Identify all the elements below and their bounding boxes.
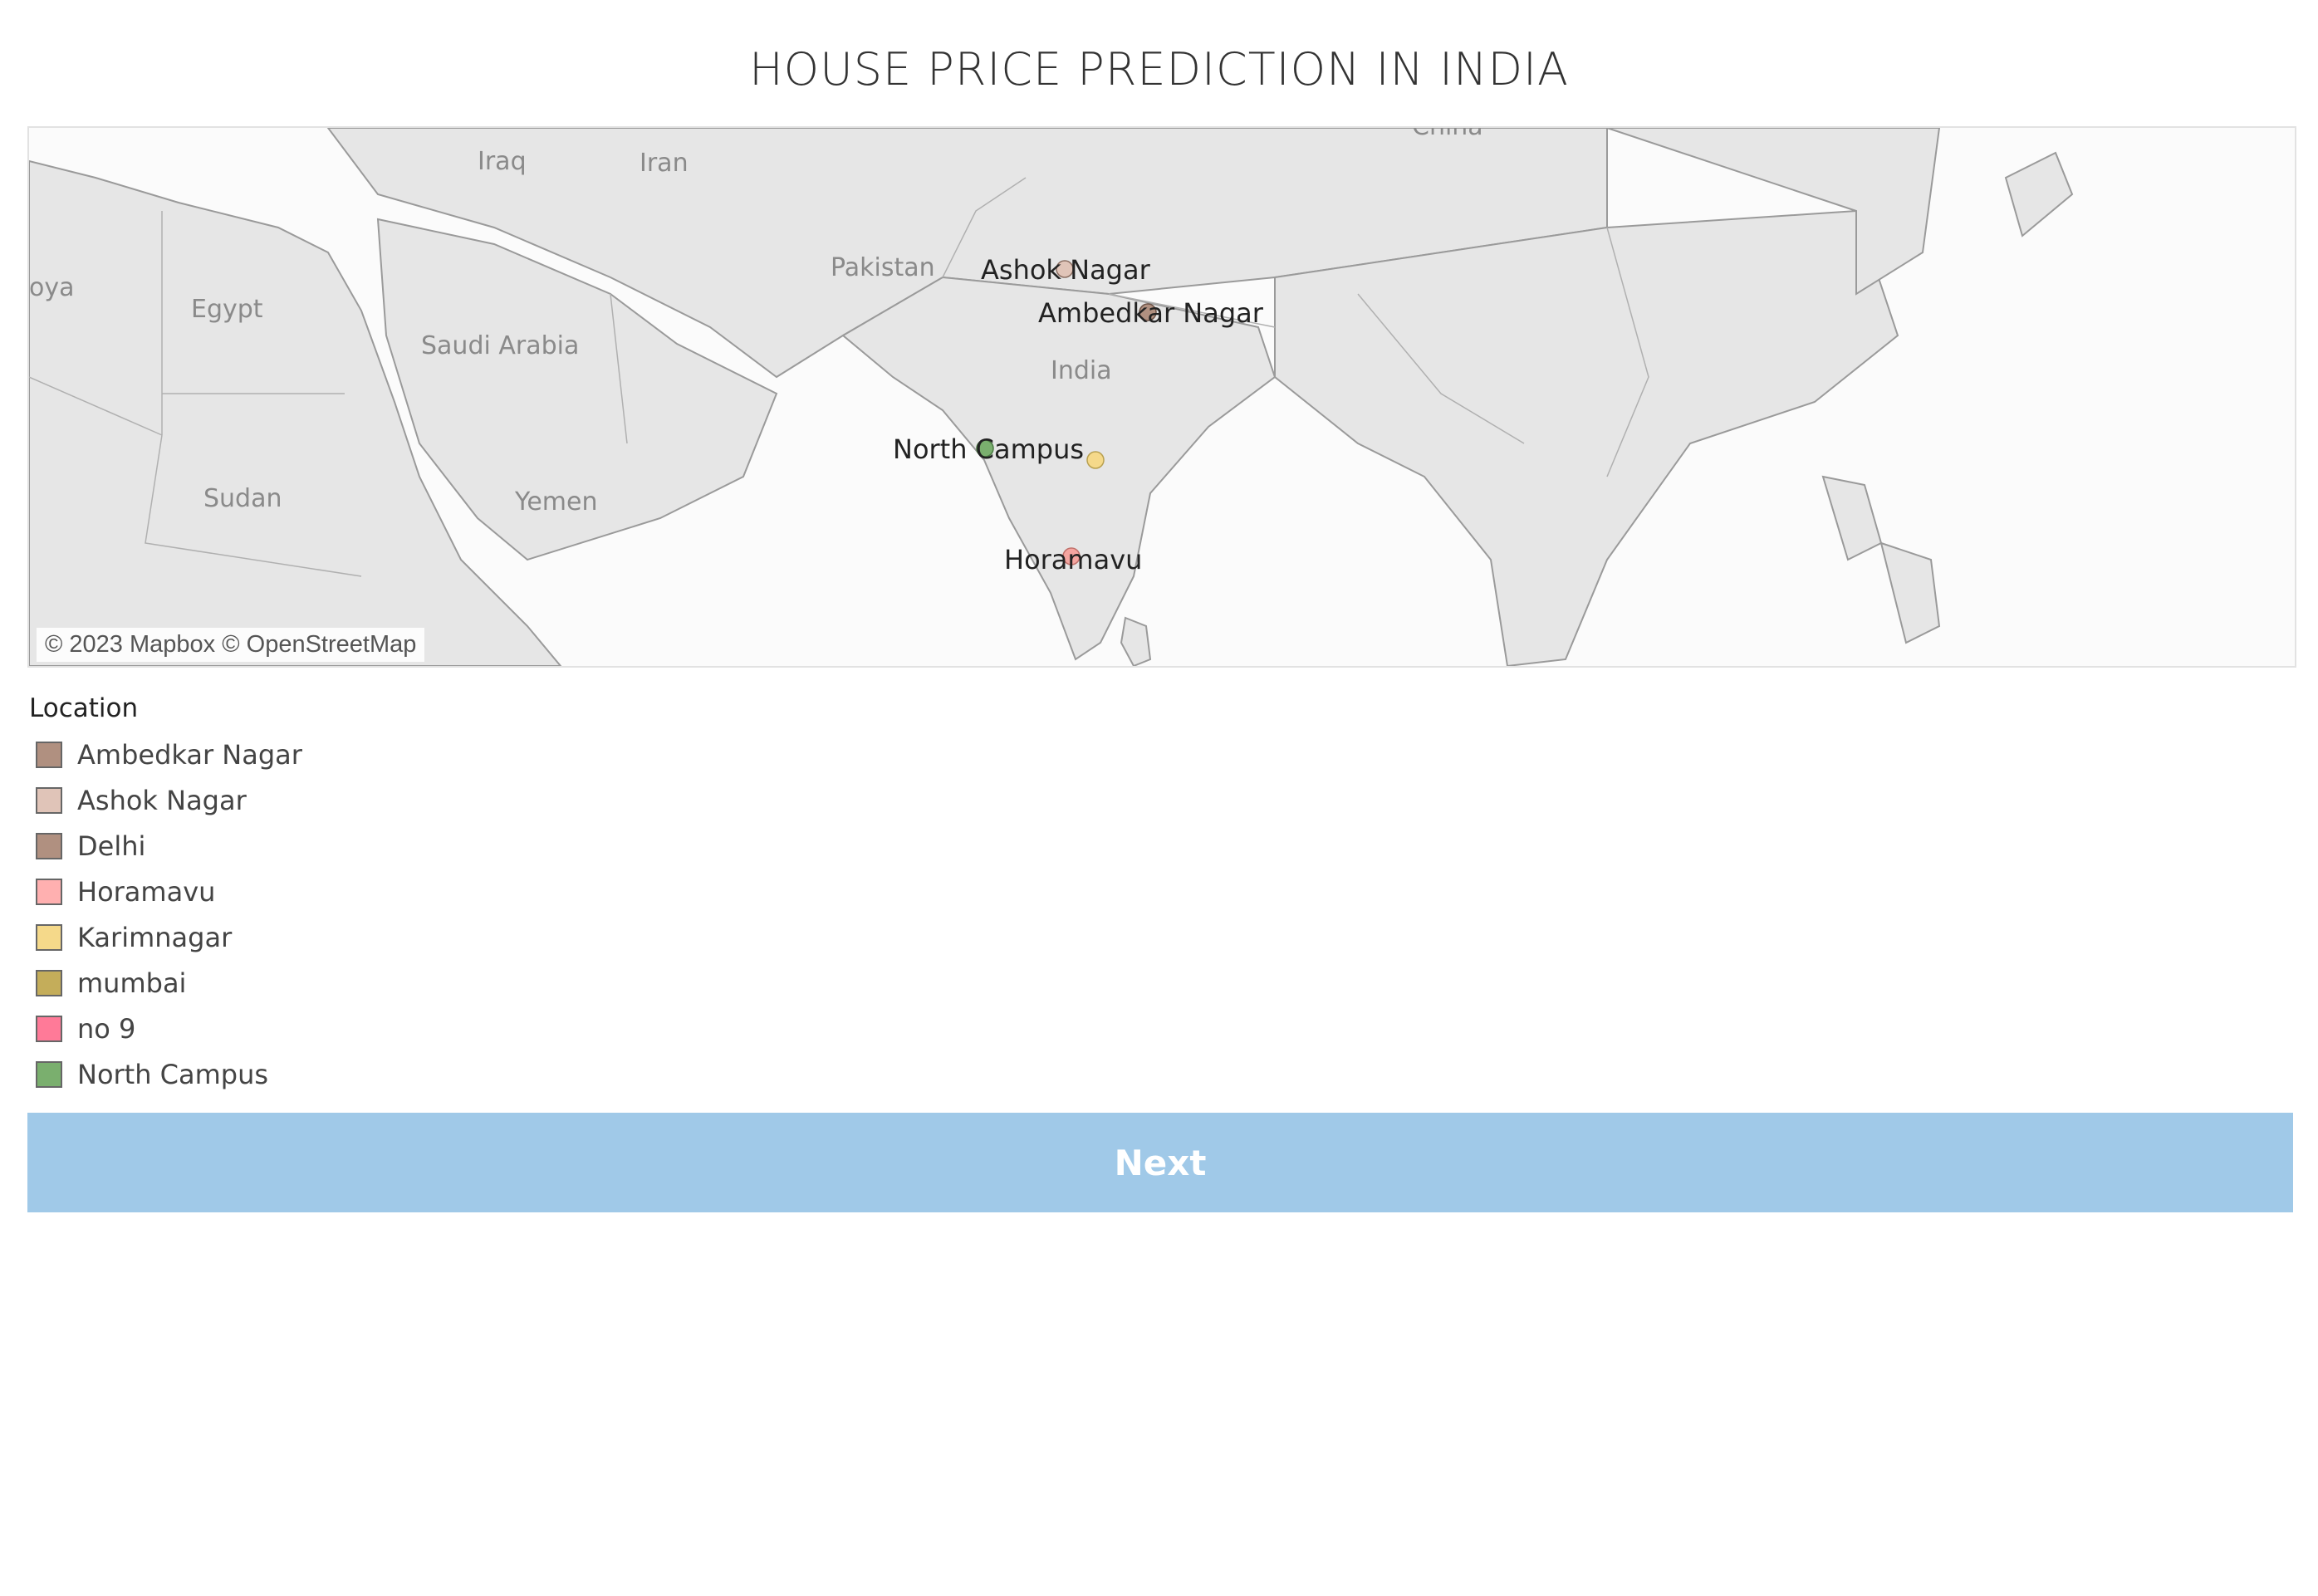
legend-item[interactable]: North Campus — [29, 1051, 302, 1097]
legend-item[interactable]: Delhi — [29, 823, 302, 869]
legend-item[interactable]: mumbai — [29, 960, 302, 1006]
legend-swatch — [36, 1060, 62, 1088]
legend: Location Ambedkar Nagar Ashok Nagar Delh… — [29, 693, 302, 1097]
marker-label-north-campus: North Campus — [893, 433, 1084, 465]
legend-title: Location — [29, 693, 139, 723]
country-label-saudi-arabia: Saudi Arabia — [421, 331, 579, 360]
marker-karimnagar[interactable] — [1086, 451, 1105, 469]
legend-swatch — [36, 741, 62, 768]
legend-item[interactable]: Ambedkar Nagar — [29, 732, 302, 777]
legend-label: Delhi — [77, 830, 146, 862]
country-label-yemen: Yemen — [514, 487, 598, 516]
legend-swatch — [36, 969, 62, 996]
country-label-iraq: Iraq — [478, 147, 527, 176]
legend-item[interactable]: no 9 — [29, 1006, 302, 1051]
legend-swatch — [36, 786, 62, 814]
legend-label: Ambedkar Nagar — [77, 738, 302, 771]
next-button[interactable]: Next — [27, 1113, 2293, 1212]
country-label-china: China — [1412, 128, 1483, 141]
next-button-label: Next — [1114, 1142, 1207, 1183]
legend-swatch — [36, 923, 62, 951]
marker-horamavu[interactable] — [1062, 547, 1081, 565]
map-attribution[interactable]: © 2023 Mapbox © OpenStreetMap — [37, 628, 425, 662]
country-label-libya: oya — [29, 273, 75, 302]
legend-item[interactable]: Horamavu — [29, 869, 302, 914]
legend-item[interactable]: Karimnagar — [29, 914, 302, 960]
legend-swatch — [36, 878, 62, 905]
legend-label: Horamavu — [77, 875, 216, 908]
borders — [29, 177, 1649, 577]
legend-swatch — [36, 1015, 62, 1042]
map-canvas[interactable]: Iraq Iran oya Egypt Pakistan Saudi Arabi… — [29, 128, 2295, 666]
landmass — [29, 128, 2074, 666]
country-label-pakistan: Pakistan — [831, 253, 935, 282]
country-label-egypt: Egypt — [191, 295, 263, 324]
legend-item[interactable]: Ashok Nagar — [29, 777, 302, 823]
marker-label-ashok-nagar: Ashok Nagar — [981, 254, 1151, 286]
marker-label-horamavu: Horamavu — [1004, 544, 1142, 575]
country-label-sudan: Sudan — [203, 484, 282, 513]
marker-label-ambedkar-nagar: Ambedkar Nagar — [1038, 297, 1264, 329]
legend-label: no 9 — [77, 1012, 136, 1045]
map[interactable]: Iraq Iran oya Egypt Pakistan Saudi Arabi… — [27, 126, 2296, 668]
page-title: HOUSE PRICE PREDICTION IN INDIA — [749, 43, 1569, 95]
marker-north-campus[interactable] — [976, 439, 994, 458]
legend-label: Ashok Nagar — [77, 784, 247, 816]
country-label-india: India — [1051, 356, 1112, 385]
marker-ambedkar-nagar[interactable] — [1139, 303, 1157, 321]
legend-swatch — [36, 832, 62, 859]
marker-ashok-nagar[interactable] — [1056, 260, 1074, 278]
legend-label: mumbai — [77, 967, 187, 999]
legend-label: North Campus — [77, 1058, 269, 1090]
legend-label: Karimnagar — [77, 921, 233, 953]
country-label-iran: Iran — [640, 149, 689, 178]
